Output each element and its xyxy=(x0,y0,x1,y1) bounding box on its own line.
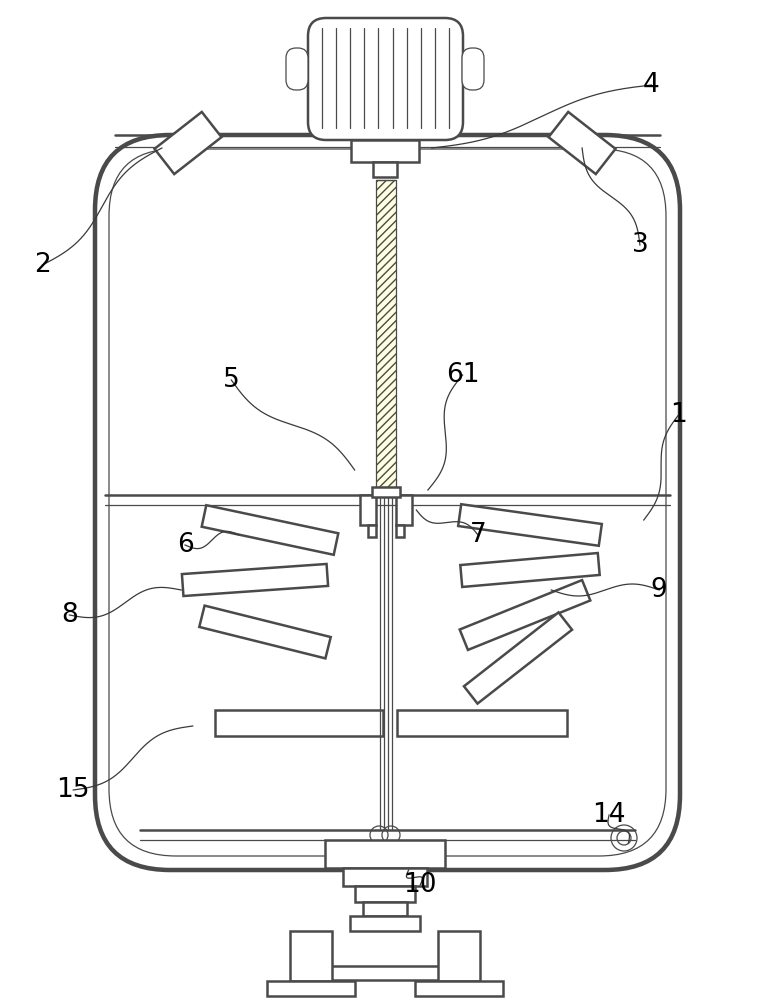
Polygon shape xyxy=(548,112,615,174)
Bar xyxy=(267,981,355,996)
Text: 6: 6 xyxy=(177,532,194,558)
Polygon shape xyxy=(464,612,572,704)
Text: 9: 9 xyxy=(651,577,668,603)
FancyBboxPatch shape xyxy=(286,48,308,90)
Text: 2: 2 xyxy=(34,252,51,278)
Bar xyxy=(376,180,396,495)
Polygon shape xyxy=(202,505,338,555)
Polygon shape xyxy=(154,112,221,174)
Text: 10: 10 xyxy=(403,872,437,898)
Bar xyxy=(343,868,427,886)
FancyBboxPatch shape xyxy=(462,48,484,90)
Bar xyxy=(363,902,407,916)
FancyBboxPatch shape xyxy=(95,135,680,870)
Bar xyxy=(360,495,376,525)
Polygon shape xyxy=(458,504,602,546)
Text: 7: 7 xyxy=(470,522,487,548)
Bar xyxy=(373,162,397,177)
Bar xyxy=(350,916,420,931)
Bar xyxy=(397,710,567,736)
Text: 61: 61 xyxy=(446,362,480,388)
Text: 14: 14 xyxy=(592,802,626,828)
FancyBboxPatch shape xyxy=(308,18,463,140)
Text: 1: 1 xyxy=(670,402,687,428)
Polygon shape xyxy=(460,553,600,587)
Bar xyxy=(325,840,445,868)
Bar xyxy=(415,981,503,996)
Bar xyxy=(351,140,419,162)
Text: 5: 5 xyxy=(223,367,240,393)
Bar xyxy=(355,886,415,902)
Bar xyxy=(215,710,383,736)
Bar xyxy=(396,525,404,537)
Text: 4: 4 xyxy=(643,72,660,98)
Polygon shape xyxy=(460,580,591,650)
Bar xyxy=(368,525,376,537)
Bar xyxy=(396,495,412,525)
Text: 15: 15 xyxy=(56,777,90,803)
Bar xyxy=(305,966,465,980)
Bar xyxy=(438,931,480,981)
Polygon shape xyxy=(199,606,331,658)
Bar xyxy=(372,487,400,497)
Text: 3: 3 xyxy=(631,232,648,258)
Polygon shape xyxy=(182,564,328,596)
Bar xyxy=(290,931,332,981)
Text: 8: 8 xyxy=(61,602,78,628)
